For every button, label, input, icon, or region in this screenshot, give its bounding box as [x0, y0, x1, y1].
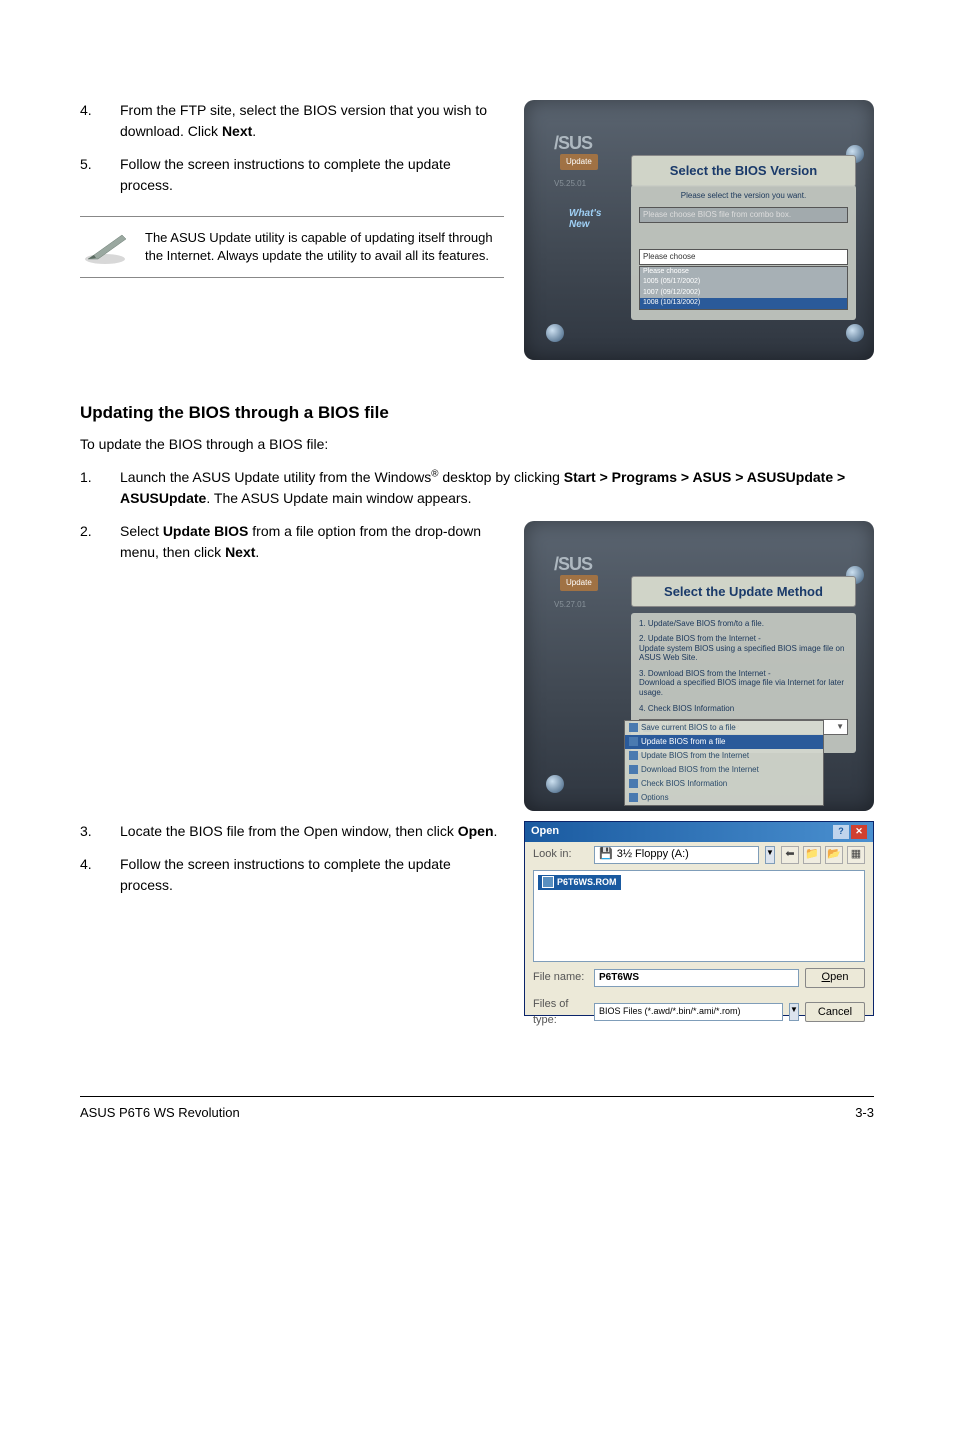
- file-icon: [542, 876, 554, 888]
- note-text: The ASUS Update utility is capable of up…: [145, 229, 504, 265]
- views-icon[interactable]: ▦: [847, 846, 865, 864]
- dropdown-arrow-icon[interactable]: ▼: [765, 846, 775, 864]
- floppy-icon: 💾: [599, 846, 613, 863]
- footer-product: ASUS P6T6 WS Revolution: [80, 1103, 240, 1123]
- open-dialog: Open ? ✕ Look in: 💾 3½ Floppy (A:) ▼ ⬅ 📁…: [524, 821, 874, 1016]
- dialog-title: Open: [531, 823, 559, 840]
- filetype-label: Files of type:: [533, 996, 588, 1029]
- asus-logo: /SUS: [554, 551, 592, 578]
- step-text: Follow the screen instructions to comple…: [120, 854, 504, 896]
- update-tag: Update: [560, 575, 598, 591]
- decoration-dot: [546, 324, 564, 342]
- dropdown-option[interactable]: Check BIOS Information: [625, 777, 823, 791]
- step-text: Select Update BIOS from a file option fr…: [120, 521, 504, 563]
- dropdown-arrow-icon[interactable]: ▼: [789, 1003, 799, 1021]
- lookin-combo[interactable]: 💾 3½ Floppy (A:): [594, 846, 759, 864]
- select-box[interactable]: Please choose: [639, 249, 848, 265]
- open-button[interactable]: Open: [805, 968, 865, 988]
- panel-title: Select the BIOS Version: [631, 155, 856, 187]
- step-text: Locate the BIOS file from the Open windo…: [120, 821, 504, 842]
- close-button[interactable]: ✕: [851, 825, 867, 839]
- whats-new-label: What'sNew: [569, 208, 601, 230]
- combo-option[interactable]: 1005 (05/17/2002): [640, 277, 847, 288]
- pencil-icon: [80, 227, 130, 267]
- method-line: 1. Update/Save BIOS from/to a file.: [639, 619, 848, 629]
- file-list[interactable]: P6T6WS.ROM: [533, 870, 865, 962]
- step-item: 3.Locate the BIOS file from the Open win…: [80, 821, 504, 842]
- combo-option[interactable]: 1007 (09/12/2002): [640, 288, 847, 299]
- update-method-screenshot: /SUS Update V5.27.01 Select the Update M…: [524, 521, 874, 811]
- step-text: Launch the ASUS Update utility from the …: [120, 467, 874, 509]
- panel-body: Please select the version you want. Plea…: [631, 185, 856, 320]
- note-box: The ASUS Update utility is capable of up…: [80, 216, 504, 278]
- step-item: 4.Follow the screen instructions to comp…: [80, 854, 504, 896]
- page-footer: ASUS P6T6 WS Revolution 3-3: [80, 1096, 874, 1123]
- step-number: 4.: [80, 100, 120, 142]
- combo-option[interactable]: 1008 (10/13/2002): [640, 298, 847, 309]
- step-number: 5.: [80, 154, 120, 196]
- method-line: 2. Update BIOS from the Internet - Updat…: [639, 634, 848, 663]
- step-text: From the FTP site, select the BIOS versi…: [120, 100, 504, 142]
- filename-label: File name:: [533, 969, 588, 986]
- asus-logo: /SUS: [554, 130, 592, 157]
- step-item: 4.From the FTP site, select the BIOS ver…: [80, 100, 504, 142]
- decoration-dot: [546, 775, 564, 793]
- dropdown-option[interactable]: Save current BIOS to a file: [625, 721, 823, 735]
- toolbar-icons: ⬅ 📁 📂 ▦: [781, 846, 865, 864]
- step-number: 2.: [80, 521, 120, 563]
- footer-page: 3-3: [855, 1103, 874, 1123]
- cancel-button[interactable]: Cancel: [805, 1002, 865, 1022]
- version-label: V5.27.01: [554, 599, 586, 611]
- step-item: 1.Launch the ASUS Update utility from th…: [80, 467, 874, 509]
- selected-file[interactable]: P6T6WS.ROM: [538, 875, 621, 891]
- dropdown-option[interactable]: Update BIOS from the Internet: [625, 749, 823, 763]
- section-intro: To update the BIOS through a BIOS file:: [80, 434, 874, 455]
- method-dropdown[interactable]: Save current BIOS to a fileUpdate BIOS f…: [624, 720, 824, 806]
- lookin-label: Look in:: [533, 846, 588, 863]
- step-text: Follow the screen instructions to comple…: [120, 154, 504, 196]
- panel-title: Select the Update Method: [631, 576, 856, 608]
- dropdown-option[interactable]: Download BIOS from the Internet: [625, 763, 823, 777]
- step-item: 2.Select Update BIOS from a file option …: [80, 521, 504, 563]
- bios-combo[interactable]: Please choose BIOS file from combo box.: [639, 207, 848, 223]
- newfolder-icon[interactable]: 📂: [825, 846, 843, 864]
- step-item: 5.Follow the screen instructions to comp…: [80, 154, 504, 196]
- combo-option[interactable]: Please choose: [640, 267, 847, 278]
- dropdown-option[interactable]: Options: [625, 791, 823, 805]
- step-number: 1.: [80, 467, 120, 509]
- method-line: 4. Check BIOS Information: [639, 704, 848, 714]
- filename-input[interactable]: P6T6WS: [594, 969, 799, 987]
- bios-version-screenshot: /SUS Update V5.25.01 What'sNew Select th…: [524, 100, 874, 360]
- step-number: 3.: [80, 821, 120, 842]
- dialog-titlebar: Open ? ✕: [525, 822, 873, 842]
- help-button[interactable]: ?: [833, 825, 849, 839]
- up-icon[interactable]: 📁: [803, 846, 821, 864]
- dropdown-option[interactable]: Update BIOS from a file: [625, 735, 823, 749]
- filetype-combo[interactable]: BIOS Files (*.awd/*.bin/*.ami/*.rom): [594, 1003, 783, 1021]
- section-heading: Updating the BIOS through a BIOS file: [80, 400, 874, 426]
- method-line: 3. Download BIOS from the Internet - Dow…: [639, 669, 848, 698]
- decoration-dot: [846, 324, 864, 342]
- back-icon[interactable]: ⬅: [781, 846, 799, 864]
- update-tag: Update: [560, 154, 598, 170]
- version-label: V5.25.01: [554, 178, 586, 190]
- step-number: 4.: [80, 854, 120, 896]
